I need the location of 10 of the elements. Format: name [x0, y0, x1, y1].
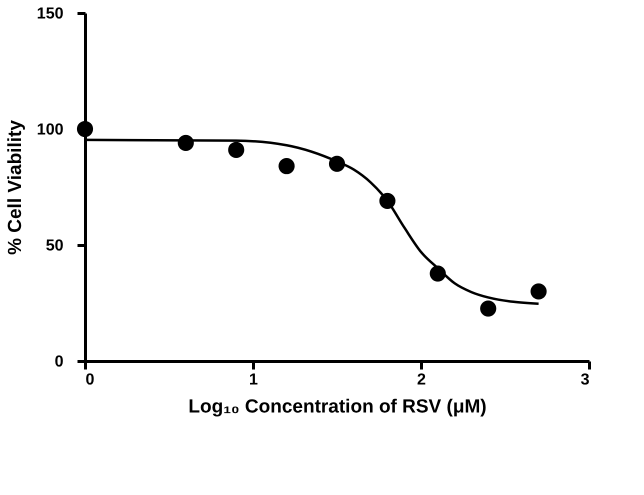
- y-tick-label: 50: [46, 238, 64, 254]
- y-axis-title: % Cell Viability: [4, 120, 26, 255]
- y-tick-label: 100: [36, 122, 64, 138]
- x-tick-label: 3: [580, 372, 590, 388]
- x-tick-label: 2: [417, 372, 426, 388]
- x-axis-title: Log₁₀ Concentration of RSV (μM): [188, 396, 487, 418]
- x-tick-label: 0: [86, 372, 94, 388]
- y-tick-label: 0: [54, 354, 64, 370]
- x-tick-label: 1: [249, 372, 258, 388]
- y-tick-label: 150: [36, 6, 64, 22]
